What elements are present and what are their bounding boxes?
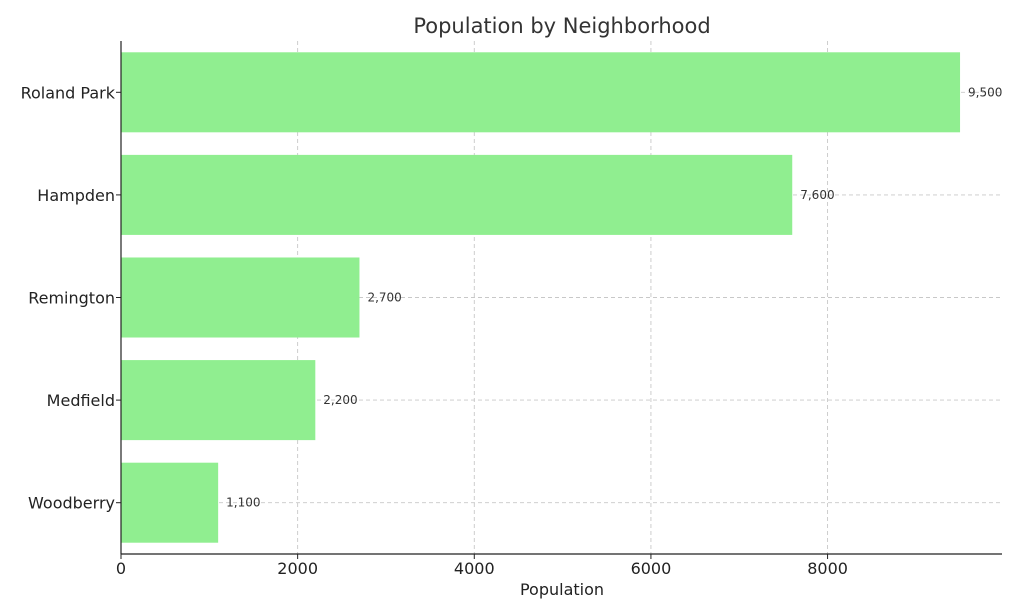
bar [121, 462, 219, 543]
x-tick-label: 0 [116, 559, 126, 578]
category-label: Remington [28, 289, 115, 308]
bar-value-label: 9,500 [968, 85, 1002, 99]
x-axis-title: Population [520, 580, 604, 599]
category-label: Hampden [37, 186, 115, 205]
chart-title: Population by Neighborhood [413, 14, 710, 38]
category-label: Medfield [47, 391, 115, 410]
bar [121, 360, 316, 441]
bar [121, 52, 961, 133]
bar [121, 257, 360, 338]
category-label: Woodberry [28, 494, 115, 513]
category-labels: Roland Park Hampden Remington Medfield Woodb… [21, 83, 121, 513]
x-tick-label: 6000 [631, 559, 672, 578]
value-labels: 9,500 7,600 2,700 2,200 1,100 [226, 85, 1002, 509]
x-tick-labels: 0 2000 4000 6000 8000 [116, 554, 848, 578]
x-tick-label: 4000 [454, 559, 495, 578]
x-tick-label: 8000 [807, 559, 848, 578]
bar-value-label: 7,600 [800, 188, 834, 202]
bar-value-label: 1,100 [226, 496, 260, 510]
bars [121, 52, 961, 543]
bar [121, 154, 793, 235]
category-label: Roland Park [21, 83, 116, 102]
bar-value-label: 2,200 [323, 393, 357, 407]
x-tick-label: 2000 [277, 559, 318, 578]
bar-value-label: 2,700 [367, 291, 401, 305]
